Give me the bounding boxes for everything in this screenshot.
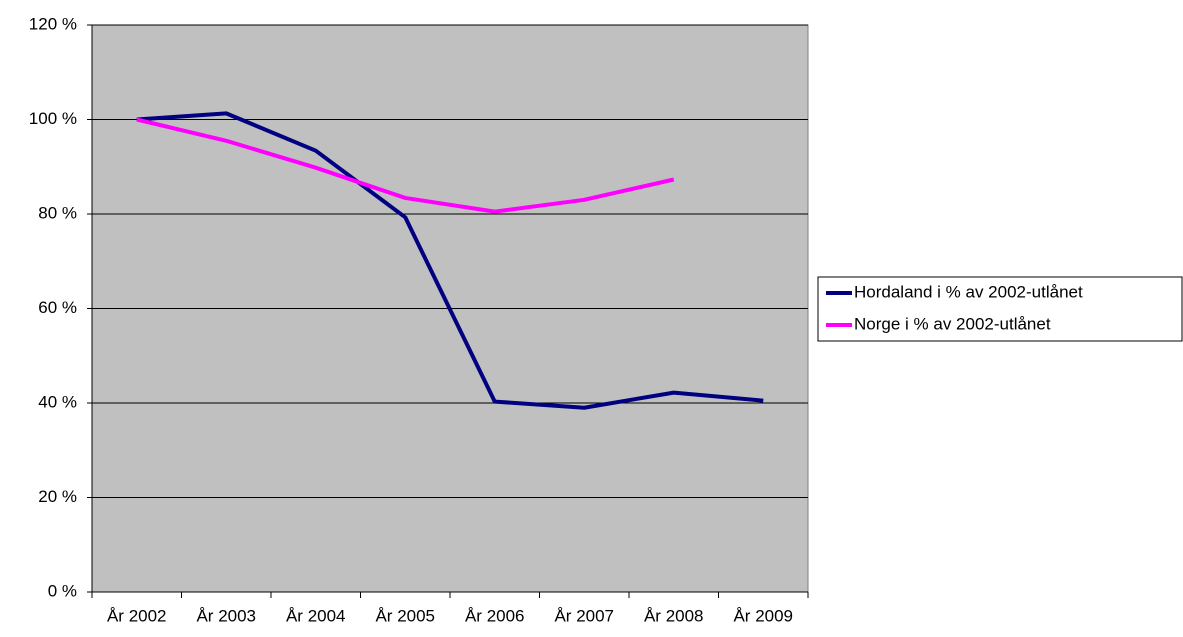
legend-label: Norge i % av 2002-utlånet — [854, 314, 1051, 333]
legend-box — [817, 276, 1183, 342]
x-tick-label: År 2004 — [286, 606, 346, 625]
y-tick-label: 20 % — [38, 487, 77, 506]
y-tick-label: 0 % — [48, 581, 77, 600]
x-tick-label: År 2003 — [196, 606, 256, 625]
y-tick-label: 80 % — [38, 203, 77, 222]
series-line — [136, 117, 675, 214]
x-tick-label: År 2009 — [733, 606, 793, 625]
x-tick-label: År 2007 — [554, 606, 614, 625]
legend-label: Hordaland i % av 2002-utlånet — [854, 282, 1083, 301]
x-tick-label: År 2005 — [375, 606, 435, 625]
x-tick-label: År 2002 — [107, 606, 167, 625]
x-tick-label: År 2006 — [465, 606, 525, 625]
y-tick-label: 120 % — [29, 14, 77, 33]
y-tick-label: 40 % — [38, 392, 77, 411]
series-line — [136, 111, 764, 410]
y-tick-label: 100 % — [29, 109, 77, 128]
y-tick-label: 60 % — [38, 298, 77, 317]
x-tick-label: År 2008 — [644, 606, 704, 625]
